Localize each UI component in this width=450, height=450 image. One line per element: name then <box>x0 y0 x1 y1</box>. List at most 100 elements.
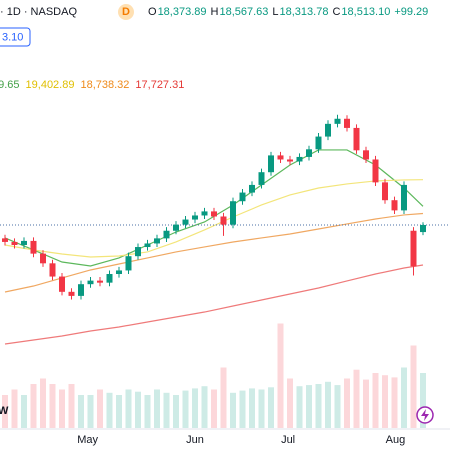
x-tick-label: Aug <box>386 434 406 446</box>
candle-body <box>306 149 312 157</box>
badge[interactable]: D <box>122 6 130 18</box>
ohlc: O 18,373.89 H 18,567.63 L 18,313.78 C 18,513.10… <box>148 6 428 18</box>
candle-body <box>97 280 103 283</box>
volume-bar <box>21 395 27 428</box>
candle-body <box>315 136 322 150</box>
price-tag-box <box>0 27 31 47</box>
candle-body <box>30 240 37 254</box>
ohlc-value: 18,373.89 <box>158 6 207 18</box>
volume-bar <box>49 384 56 428</box>
candle-body <box>239 192 246 202</box>
candle-body <box>173 224 179 231</box>
candle-body <box>325 123 331 137</box>
volume-bar <box>192 388 198 428</box>
candle-body <box>277 155 284 160</box>
candle-body <box>230 201 236 225</box>
volume-bar <box>249 388 255 428</box>
candle-body <box>353 127 360 151</box>
volume-bar <box>306 385 312 428</box>
volume-bar <box>182 390 189 428</box>
candle-body <box>11 241 18 245</box>
moving-average <box>4 149 424 267</box>
volume-bar <box>163 392 170 428</box>
ohlc-key: O <box>148 6 157 18</box>
volume-bar <box>230 392 236 428</box>
ma-legend-value: 17,727.31 <box>135 79 184 91</box>
ma-legend-value: 18,738.32 <box>80 79 129 91</box>
x-tick-label: May <box>77 434 98 446</box>
candle-body <box>410 230 417 267</box>
candle-body <box>144 243 151 248</box>
ohlc-key: H <box>211 6 219 18</box>
candle-body <box>249 184 255 193</box>
candle-body <box>211 211 217 217</box>
volume-bar <box>391 377 398 428</box>
candle-body <box>334 118 341 124</box>
candle-body <box>116 270 122 275</box>
candle-body <box>192 215 198 220</box>
symbol: · 1D · NASDAQ <box>0 6 77 18</box>
volume-bar <box>40 378 46 428</box>
candle-body <box>106 274 113 283</box>
volume-bar <box>30 384 37 428</box>
volume-bar <box>2 395 8 428</box>
candle-body <box>391 200 398 211</box>
volume-bar <box>363 379 369 428</box>
volume-bar <box>315 384 322 428</box>
volume-bar <box>78 395 84 428</box>
moving-average <box>4 264 424 345</box>
ohlc-value: 18,513.10 <box>341 6 390 18</box>
volume-bar <box>116 395 122 428</box>
candle-body <box>59 276 65 292</box>
candle-body <box>21 240 27 245</box>
moving-average <box>4 212 424 293</box>
volume-bar <box>372 373 379 428</box>
volume-bar <box>420 373 426 428</box>
candle-body <box>382 182 388 201</box>
volume-bar <box>11 389 18 428</box>
volume-bar <box>401 367 407 428</box>
candle-body <box>296 156 303 162</box>
ohlc-key: L <box>272 6 278 18</box>
candle-body <box>182 219 189 225</box>
candle-body <box>49 263 56 277</box>
candle-body <box>2 238 8 242</box>
logo: W <box>0 405 9 417</box>
candle-body <box>401 184 407 211</box>
volume-bar <box>68 384 75 428</box>
price-tag: 3.10 <box>2 31 23 43</box>
candle-body <box>163 230 170 239</box>
volume-bar <box>353 369 360 428</box>
ma-legend-value: 19,402.89 <box>26 79 75 91</box>
volume-bar <box>325 381 331 428</box>
volume-bar <box>59 389 65 428</box>
candle-body <box>287 159 293 162</box>
volume-bar <box>287 378 293 428</box>
change: +99.29 <box>394 6 428 18</box>
volume-bar <box>87 395 94 428</box>
ma-legend: 79.65 19,402.89 18,738.32 17,727.31 <box>0 79 184 91</box>
candle-body <box>68 291 75 296</box>
badge-bg <box>118 4 134 20</box>
volume-bar <box>268 387 274 428</box>
candle-body <box>220 216 227 225</box>
candle-body <box>372 159 379 183</box>
x-tick-label: Jul <box>281 434 295 446</box>
candle-body <box>40 253 46 264</box>
candle-body <box>344 118 350 128</box>
volume-bar <box>106 392 113 428</box>
volume-bar <box>135 391 141 428</box>
moving-average <box>4 179 424 258</box>
candle-body <box>87 280 94 285</box>
volume-bar <box>277 323 284 428</box>
volume-bar <box>173 395 179 428</box>
ohlc-value: 18,313.78 <box>280 6 329 18</box>
volume-bar <box>125 389 132 428</box>
candle-body <box>268 155 274 173</box>
candle-body <box>258 172 265 185</box>
plot: May Jun Jul Aug <box>0 114 450 446</box>
x-tick-label: Jun <box>186 434 204 446</box>
candle-body <box>420 224 426 233</box>
volume-bar <box>296 386 303 428</box>
volume-bar <box>144 395 151 428</box>
